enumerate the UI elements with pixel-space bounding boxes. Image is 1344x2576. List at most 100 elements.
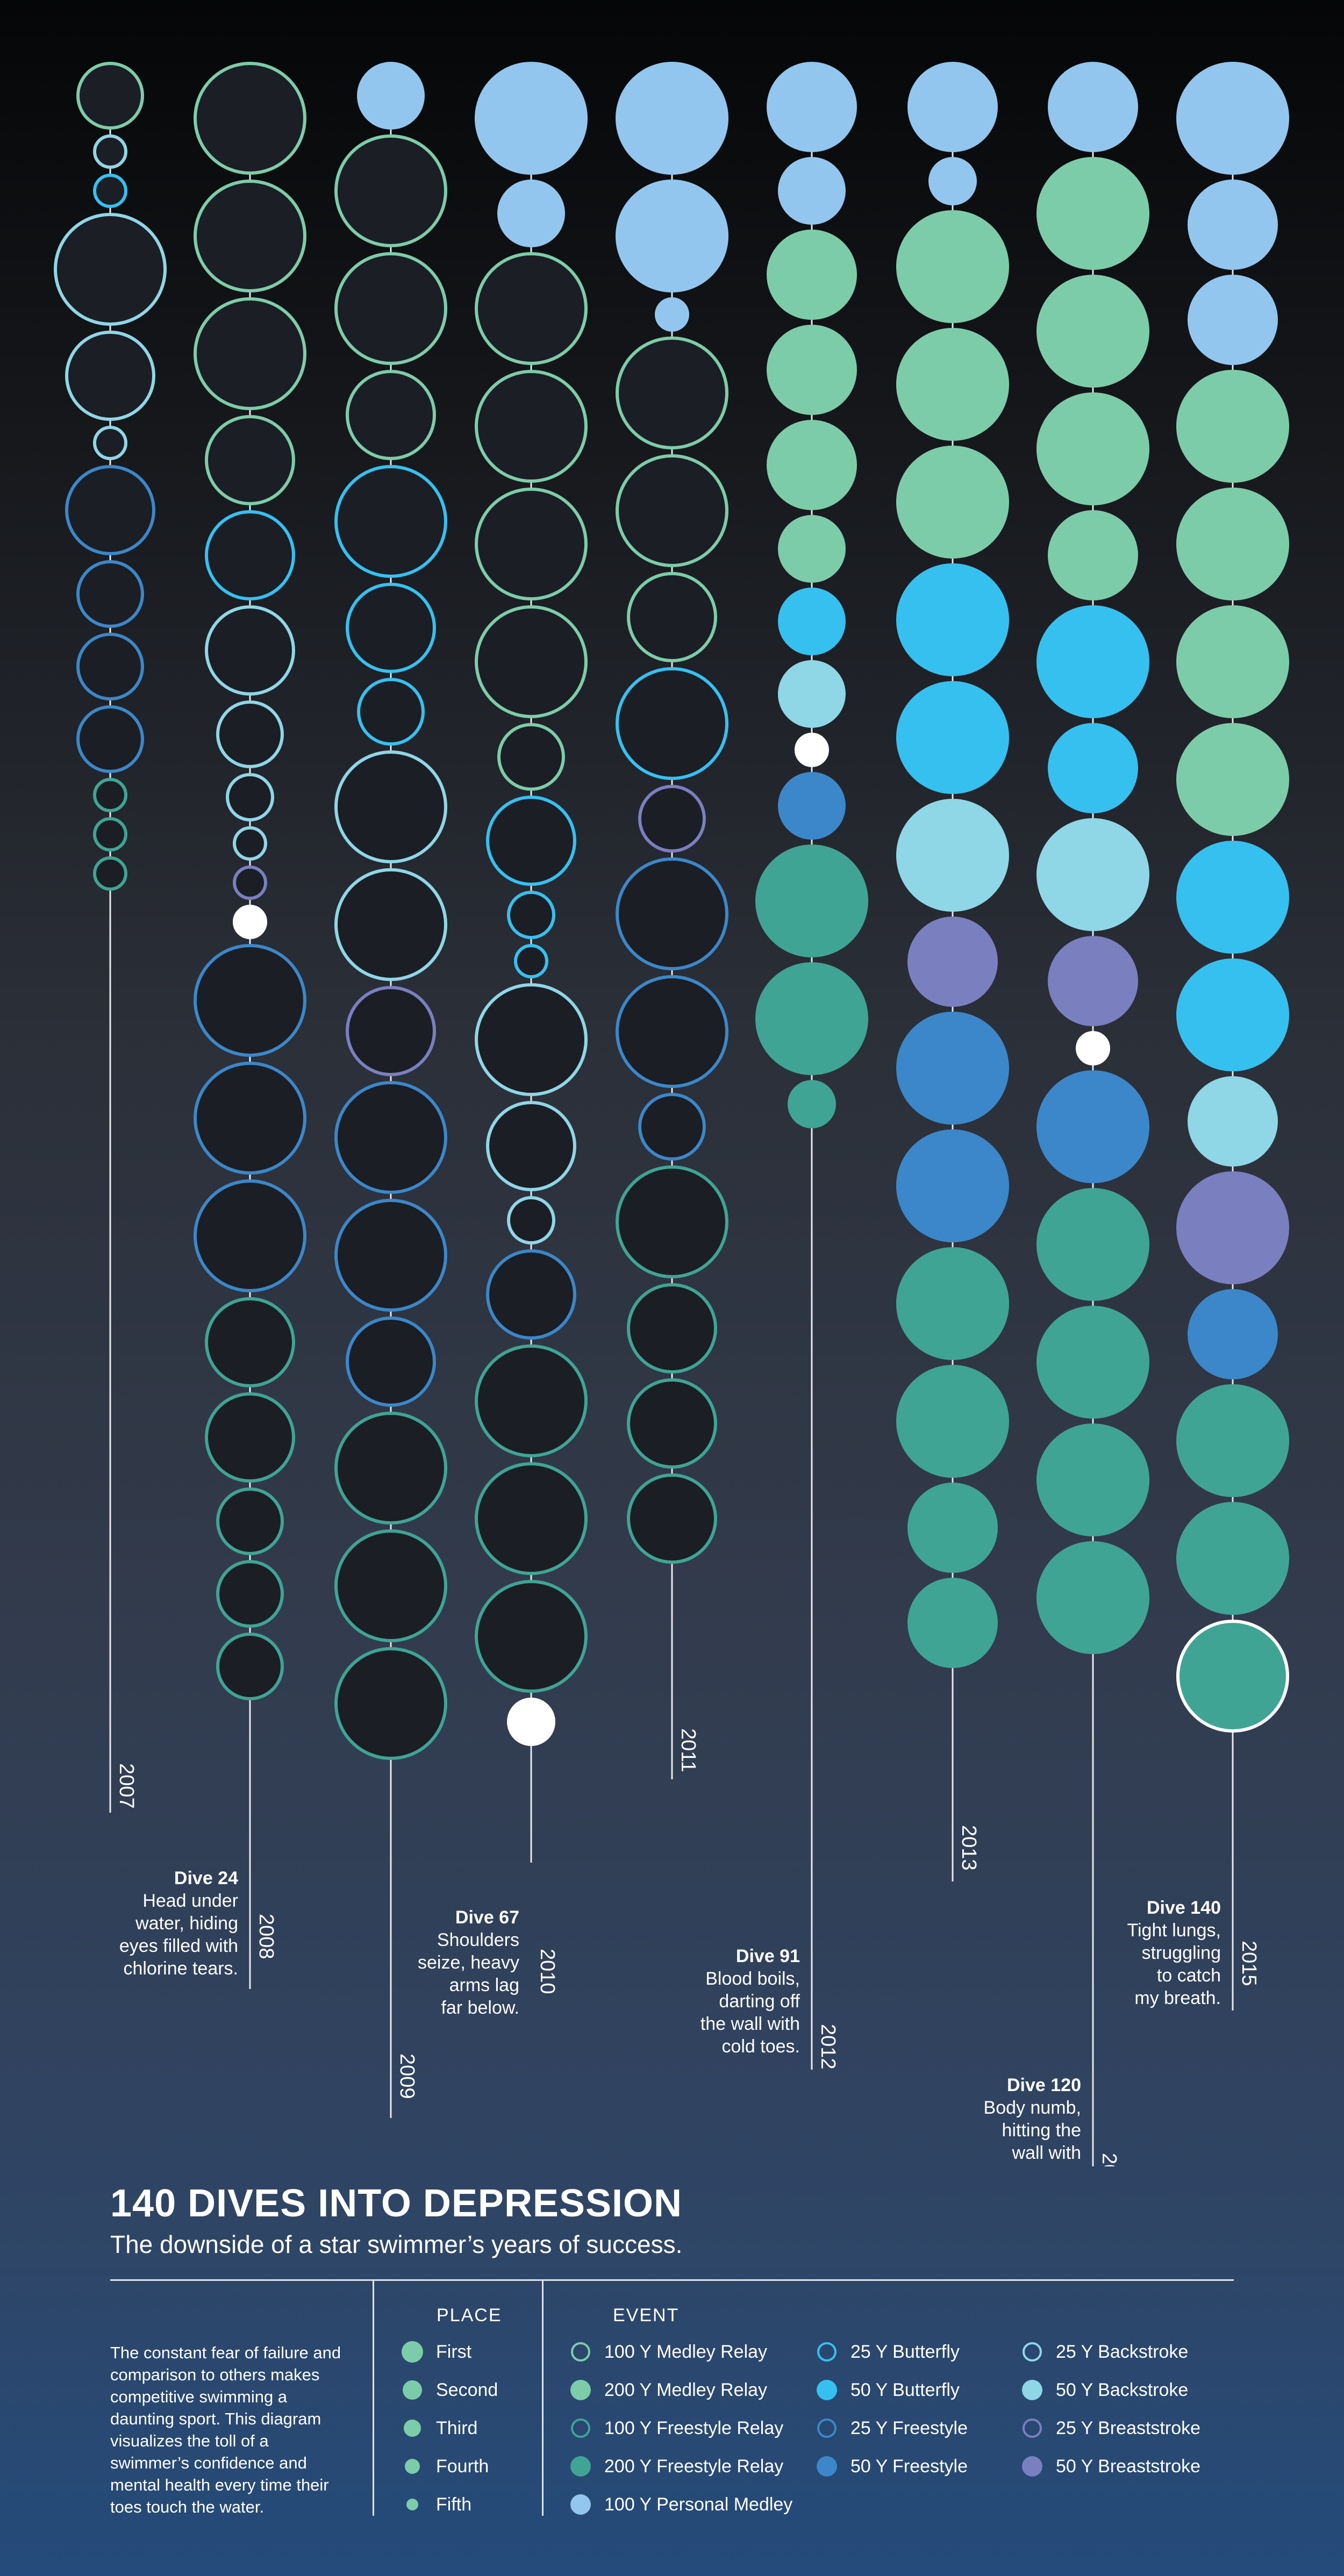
dive-bubble <box>1176 1620 1289 1733</box>
annotation-title: Dive 24 <box>174 1868 238 1888</box>
event-legend-label: 25 Y Breaststroke <box>1056 2417 1201 2438</box>
year-label: 2014 <box>1098 2153 1120 2166</box>
year-label: 2011 <box>677 1728 699 1772</box>
dive-bubble <box>346 583 436 673</box>
event-legend-label: 25 Y Butterfly <box>850 2341 960 2362</box>
dive-bubble <box>497 723 565 791</box>
dive-bubble <box>205 1297 295 1387</box>
year-label: 2007 <box>115 1763 138 1809</box>
event-legend-item: 100 Y Personal Medley <box>569 2489 792 2520</box>
filled-dot-icon <box>570 2494 591 2515</box>
dive-bubble <box>1176 841 1289 954</box>
dive-bubble <box>507 1698 555 1746</box>
page-subtitle: The downside of a star swimmer’s years o… <box>110 2230 683 2258</box>
annotation-line: darting off <box>719 1991 800 2012</box>
annotation-line: hitting the <box>1002 2120 1081 2141</box>
place-dot-icon <box>404 2420 421 2437</box>
event-legend-label: 50 Y Butterfly <box>850 2379 960 2400</box>
dive-bubble <box>896 1012 1009 1125</box>
dive-bubble <box>1036 605 1149 718</box>
event-legend-item: 25 Y Breaststroke <box>1020 2413 1200 2443</box>
year-label: 2013 <box>957 1825 980 1871</box>
dive-bubble <box>1188 1076 1278 1167</box>
dive-bubble <box>1176 1384 1289 1497</box>
dive-bubble <box>1188 180 1278 270</box>
dive-bubble <box>475 1462 588 1575</box>
dive-bubble <box>475 983 588 1096</box>
dive-bubble <box>616 975 728 1088</box>
annotation-line: weary bones. <box>972 2165 1081 2166</box>
dive-bubble <box>507 891 555 939</box>
event-legend-header: EVENT <box>613 2305 680 2325</box>
dive-bubble <box>896 1129 1009 1242</box>
event-legend-label: 50 Y Backstroke <box>1056 2379 1189 2400</box>
dive-bubble <box>346 370 436 460</box>
year-label: 2009 <box>396 2053 418 2099</box>
filled-dot-icon <box>1022 2456 1042 2477</box>
dive-bubble <box>1176 1171 1289 1284</box>
dive-bubble <box>54 213 167 326</box>
place-dot-icon <box>402 2341 423 2363</box>
dive-bubble <box>216 1487 284 1555</box>
dive-bubble <box>194 62 306 175</box>
dive-bubble <box>93 174 127 208</box>
place-dot-icon <box>405 2459 420 2474</box>
annotation-line: Shoulders <box>437 1930 519 1950</box>
dive-bubble <box>205 415 295 505</box>
annotation-line: Blood boils, <box>705 1969 800 1989</box>
dive-bubble <box>475 488 588 600</box>
dive-bubble <box>486 796 576 886</box>
event-legend-label: 100 Y Personal Medley <box>604 2494 793 2515</box>
dive-bubble <box>655 297 689 332</box>
dive-bubble <box>205 1392 295 1483</box>
dive-bubble <box>475 1580 588 1693</box>
annotation-title: Dive 67 <box>455 1907 519 1928</box>
dive-bubble <box>507 1196 555 1244</box>
dive-bubble <box>76 633 144 700</box>
event-legend-label: 100 Y Medley Relay <box>604 2341 768 2362</box>
dive-bubble <box>778 515 846 583</box>
dive-bubble <box>1036 275 1149 388</box>
dive-bubble <box>226 773 274 821</box>
dive-bubble <box>1036 1188 1149 1301</box>
dive-bubble <box>334 1081 447 1194</box>
dive-bubble <box>896 210 1009 323</box>
dive-bubble <box>778 157 846 225</box>
place-legend-item: Second <box>401 2375 498 2405</box>
dive-bubble <box>216 700 284 768</box>
dive-bubble <box>755 962 868 1075</box>
place-legend-item: Fifth <box>401 2489 471 2520</box>
place-legend-label: First <box>436 2341 472 2362</box>
annotation-line: chlorine tears. <box>123 1958 238 1979</box>
dive-bubble <box>93 778 127 812</box>
event-legend-label: 200 Y Freestyle Relay <box>604 2456 784 2477</box>
event-legend-item: 50 Y Breaststroke <box>1020 2451 1200 2481</box>
dive-bubble <box>475 62 588 175</box>
annotation-line: my breath. <box>1134 1988 1221 2008</box>
dive-bubble <box>233 865 267 900</box>
dive-bubble <box>93 856 127 891</box>
dive-bubble <box>767 420 857 510</box>
place-legend-header: PLACE <box>437 2305 502 2325</box>
place-legend-item: First <box>401 2337 471 2367</box>
dive-bubble <box>1076 1031 1110 1065</box>
dive-bubble <box>1176 62 1289 175</box>
dive-bubble <box>334 134 447 247</box>
dive-bubble <box>896 799 1009 912</box>
page-title: 140 DIVES INTO DEPRESSION <box>110 2182 683 2225</box>
dive-bubble <box>475 605 588 718</box>
dive-bubble <box>896 681 1009 794</box>
dive-bubble <box>907 1483 998 1573</box>
annotation-line: cold toes. <box>721 2036 800 2057</box>
dive-bubble <box>486 1101 576 1191</box>
event-legend-item: 50 Y Butterfly <box>815 2375 960 2405</box>
annotation-line: eyes filled with <box>119 1936 238 1956</box>
dive-bubble <box>1048 510 1138 600</box>
event-legend-item: 25 Y Butterfly <box>815 2337 960 2367</box>
dive-bubble <box>896 446 1009 559</box>
dive-bubble <box>194 1062 306 1175</box>
dive-bubble <box>627 1378 717 1469</box>
place-legend-label: Third <box>436 2417 478 2438</box>
dive-bubble <box>76 705 144 773</box>
event-legend-label: 200 Y Medley Relay <box>604 2379 768 2400</box>
